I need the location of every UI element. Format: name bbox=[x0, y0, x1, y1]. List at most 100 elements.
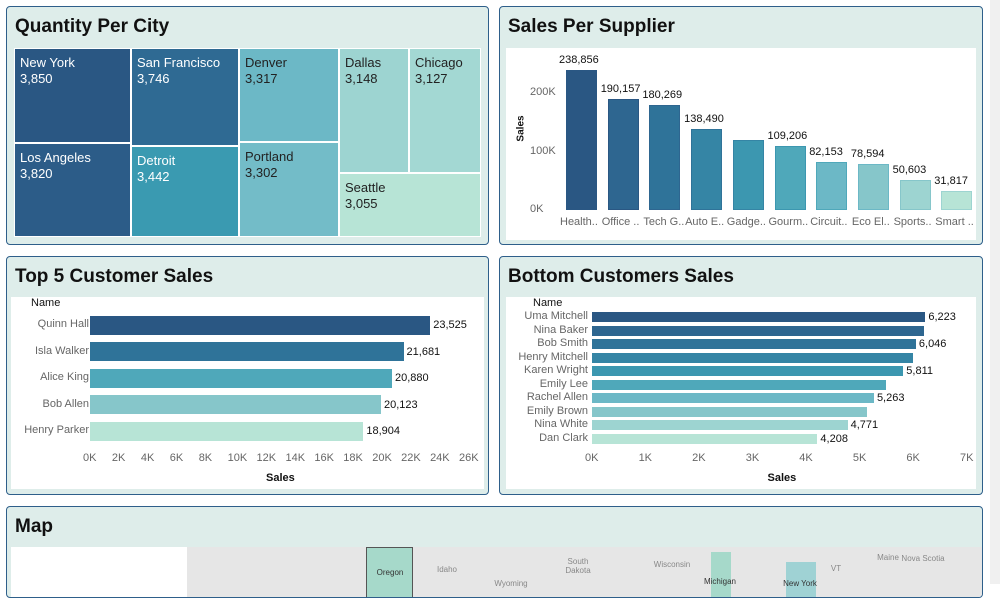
x-tick: 4K bbox=[140, 452, 155, 464]
supplier-bar[interactable] bbox=[816, 161, 848, 210]
sales-per-supplier-panel: Sales Per Supplier Sales 0K 100K 200K 238,85… bbox=[499, 6, 983, 245]
bar-label: 4,771 bbox=[850, 419, 879, 431]
map-label-vt: VT bbox=[830, 564, 842, 573]
customer-bar[interactable] bbox=[90, 421, 364, 441]
supplier-bar[interactable] bbox=[691, 128, 723, 210]
treemap-cell[interactable]: Portland 3,302 bbox=[239, 142, 339, 237]
treemap-cell[interactable]: New York 3,850 bbox=[14, 48, 131, 143]
treemap-cell[interactable]: Detroit 3,442 bbox=[131, 146, 239, 237]
customer-bar[interactable] bbox=[592, 406, 867, 417]
customer-bar[interactable] bbox=[90, 395, 381, 415]
city-name: Seattle bbox=[345, 180, 386, 195]
x-tick: 2K bbox=[111, 452, 126, 464]
city-name: Detroit bbox=[137, 153, 176, 168]
customer-name: Emily Brown bbox=[526, 404, 588, 417]
customer-bar[interactable] bbox=[592, 325, 924, 336]
bar-label: 31,817 bbox=[934, 175, 968, 188]
y-tick: 200K bbox=[530, 86, 556, 98]
customer-name: Isla Walker bbox=[35, 344, 89, 357]
supplier-bar[interactable] bbox=[899, 180, 931, 210]
customer-name: Henry Parker bbox=[24, 424, 89, 437]
customer-name: Alice King bbox=[40, 371, 89, 384]
customer-bar[interactable] bbox=[592, 352, 914, 363]
customer-name: Rachel Allen bbox=[526, 391, 588, 403]
panel-title: Top 5 Customer Sales bbox=[15, 266, 214, 287]
city-name: Dallas bbox=[345, 55, 382, 70]
customer-name: Karen Wright bbox=[524, 364, 588, 376]
supplier-bar[interactable] bbox=[566, 70, 597, 210]
bar-label: 21,681 bbox=[406, 345, 441, 358]
x-tick: 14K bbox=[285, 452, 306, 464]
x-tick: 6K bbox=[169, 452, 184, 464]
michigan-region[interactable] bbox=[711, 552, 731, 597]
map[interactable]: Oregon Idaho South Dakota Wisconsin Mich… bbox=[11, 547, 982, 597]
treemap-cell[interactable]: Dallas 3,148 bbox=[339, 48, 409, 173]
customer-name: Dan Clark bbox=[539, 431, 588, 444]
map-label-wisconsin: Wisconsin bbox=[653, 560, 691, 569]
supplier-bar[interactable] bbox=[732, 139, 764, 210]
supplier-bar[interactable] bbox=[857, 164, 889, 210]
bar-label: 5,811 bbox=[906, 365, 934, 377]
bar-label: 20,880 bbox=[394, 372, 429, 385]
city-qty: 3,302 bbox=[245, 165, 278, 180]
bar-label: 78,594 bbox=[850, 148, 885, 161]
scrollbar[interactable] bbox=[990, 0, 1000, 584]
x-tick: 26K bbox=[459, 452, 479, 464]
treemap-cell[interactable]: Chicago 3,127 bbox=[409, 48, 481, 173]
treemap-cell[interactable]: Seattle 3,055 bbox=[339, 173, 481, 237]
bar-label: 5,263 bbox=[876, 392, 905, 404]
bar-label: 180,269 bbox=[642, 88, 683, 101]
x-tick: Circuit.. bbox=[810, 216, 848, 228]
bar-label: 82,153 bbox=[809, 145, 843, 158]
city-name: Portland bbox=[245, 149, 294, 164]
top5-chart: Name Quinn Hall 23,525 Isla Walker 21,681 Ali… bbox=[11, 297, 484, 489]
customer-bar[interactable] bbox=[592, 393, 874, 403]
bar-label: 4,208 bbox=[820, 432, 848, 445]
customer-name: Nina Baker bbox=[533, 323, 588, 336]
customer-bar[interactable] bbox=[592, 420, 848, 430]
city-qty: 3,148 bbox=[345, 71, 378, 86]
treemap-cell[interactable]: Denver 3,317 bbox=[239, 48, 339, 142]
name-header: Name bbox=[533, 297, 563, 309]
city-qty: 3,055 bbox=[345, 196, 378, 211]
customer-bar[interactable] bbox=[90, 315, 431, 335]
treemap: New York 3,850 Los Angeles 3,820 San Francis… bbox=[14, 48, 481, 237]
x-tick: 0K bbox=[83, 452, 97, 464]
supplier-bar[interactable] bbox=[774, 146, 806, 210]
y-tick: 0K bbox=[530, 203, 544, 215]
city-name: Los Angeles bbox=[20, 150, 91, 165]
panel-title: Quantity Per City bbox=[15, 16, 170, 37]
bar-label: 18,904 bbox=[366, 425, 401, 438]
city-qty: 3,317 bbox=[245, 71, 278, 86]
top5-customer-panel: Top 5 Customer Sales Name Quinn Hall 23,52… bbox=[6, 256, 489, 495]
map-label-maine: Maine bbox=[877, 553, 899, 562]
x-tick: 0K bbox=[585, 452, 599, 464]
x-tick: Gadge.. bbox=[726, 216, 766, 228]
x-tick: 20K bbox=[372, 452, 392, 464]
y-tick: 100K bbox=[530, 144, 556, 157]
customer-bar[interactable] bbox=[592, 339, 916, 349]
customer-bar[interactable] bbox=[90, 342, 404, 362]
x-tick: 16K bbox=[314, 452, 334, 464]
supplier-bar[interactable] bbox=[649, 104, 681, 210]
map-label-nova-scotia: Nova Scotia bbox=[901, 554, 945, 563]
customer-bar[interactable] bbox=[592, 379, 886, 390]
supplier-bar[interactable] bbox=[941, 191, 973, 210]
x-tick: 6K bbox=[906, 452, 920, 464]
bar-label: 238,856 bbox=[559, 54, 599, 67]
bar-label: 6,046 bbox=[918, 338, 947, 350]
customer-name: Bob Smith bbox=[537, 337, 588, 349]
bar-label: 6,223 bbox=[928, 311, 956, 323]
customer-bar[interactable] bbox=[592, 366, 904, 376]
x-tick: 8K bbox=[198, 452, 213, 464]
treemap-cell[interactable]: San Francisco 3,746 bbox=[131, 48, 239, 146]
customer-bar[interactable] bbox=[90, 368, 392, 388]
treemap-cell[interactable]: Los Angeles 3,820 bbox=[14, 143, 131, 237]
quantity-per-city-panel: Quantity Per City New York 3,850 Los Angel… bbox=[6, 6, 489, 245]
map-panel: Map Oregon Idaho South Dakota Wisconsin … bbox=[6, 506, 983, 598]
city-qty: 3,820 bbox=[20, 166, 53, 181]
customer-bar[interactable] bbox=[592, 433, 818, 444]
supplier-bar[interactable] bbox=[607, 98, 639, 210]
customer-bar[interactable] bbox=[592, 312, 926, 322]
map-label-michigan: Michigan bbox=[703, 577, 737, 586]
